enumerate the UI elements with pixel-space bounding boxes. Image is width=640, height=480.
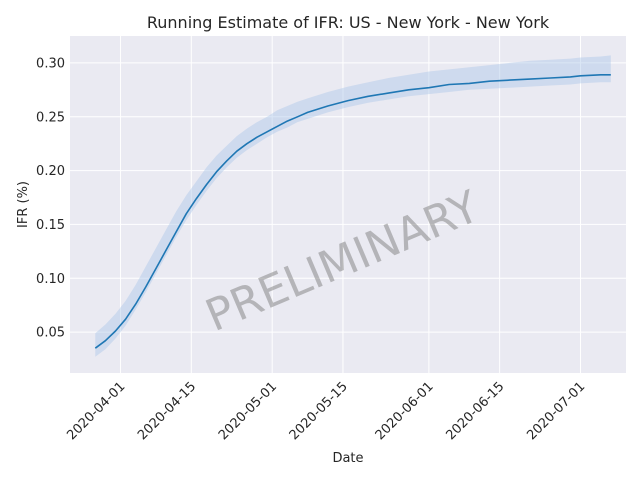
y-tick-label: 0.30 (36, 56, 65, 71)
y-tick-label: 0.25 (36, 110, 65, 125)
x-axis-label: Date (332, 451, 363, 466)
x-tick-label: 2020-04-15 (135, 379, 199, 443)
chart-title: Running Estimate of IFR: US - New York -… (147, 13, 550, 32)
x-tick-labels: 2020-04-01 2020-04-15 2020-05-01 2020-05-15… (64, 379, 588, 443)
y-tick-label: 0.10 (36, 272, 65, 287)
x-tick-label: 2020-06-15 (443, 379, 507, 443)
ifr-line (94, 74, 611, 349)
x-tick-label: 2020-05-15 (287, 379, 351, 443)
grid-lines (70, 36, 626, 373)
y-tick-label: 0.15 (36, 218, 65, 233)
x-tick-label: 2020-04-01 (64, 379, 128, 443)
y-tick-labels: 0.05 0.10 0.15 0.20 0.25 0.30 (36, 56, 65, 340)
x-tick-label: 2020-07-01 (524, 379, 588, 443)
x-tick-label: 2020-06-01 (373, 379, 437, 443)
x-tick-label: 2020-05-01 (216, 379, 280, 443)
y-tick-label: 0.05 (36, 326, 65, 341)
y-tick-label: 0.20 (36, 164, 65, 179)
y-axis-label: IFR (%) (16, 181, 31, 228)
plot-area (70, 36, 626, 373)
